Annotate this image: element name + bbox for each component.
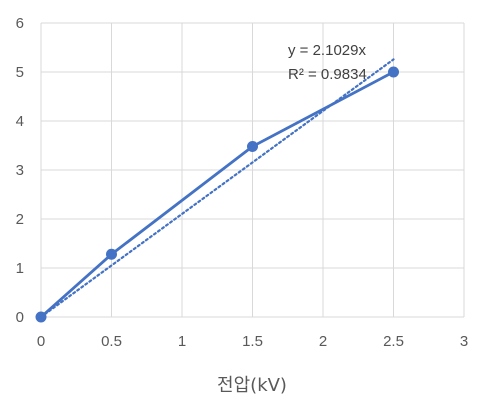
series-line — [40, 70, 395, 319]
data-series — [35, 66, 399, 323]
y-tick-label: 3 — [16, 162, 24, 179]
x-tick-label: 2 — [319, 333, 327, 350]
gridlines — [40, 22, 465, 318]
y-tick-label: 5 — [16, 64, 24, 81]
y-tick-label: 4 — [16, 113, 24, 130]
x-tick-label: 0.5 — [101, 333, 122, 350]
trendline-r-squared: R² = 0.9834 — [288, 66, 367, 83]
x-tick-label: 0 — [37, 333, 45, 350]
data-point — [388, 66, 399, 78]
x-tick-label: 3 — [460, 333, 468, 350]
y-tick-label: 0 — [16, 309, 24, 326]
y-tick-label: 1 — [16, 260, 24, 277]
trendline — [39, 58, 395, 319]
trendline-equation: y = 2.1029x — [288, 42, 366, 59]
trendline-path — [39, 58, 395, 319]
y-tick-label: 6 — [16, 15, 24, 32]
x-tick-label: 1.5 — [242, 333, 263, 350]
x-tick-label: 2.5 — [383, 333, 404, 350]
x-axis-title: 전압(kV) — [217, 375, 287, 396]
y-tick-label: 2 — [16, 211, 24, 228]
x-tick-label: 1 — [178, 333, 186, 350]
data-point — [35, 311, 47, 323]
data-point — [247, 140, 258, 152]
tick-labels: 0 1 2 3 4 5 6 0 0.5 1 1.5 2 2.5 3 — [16, 15, 469, 350]
data-point — [106, 248, 117, 260]
